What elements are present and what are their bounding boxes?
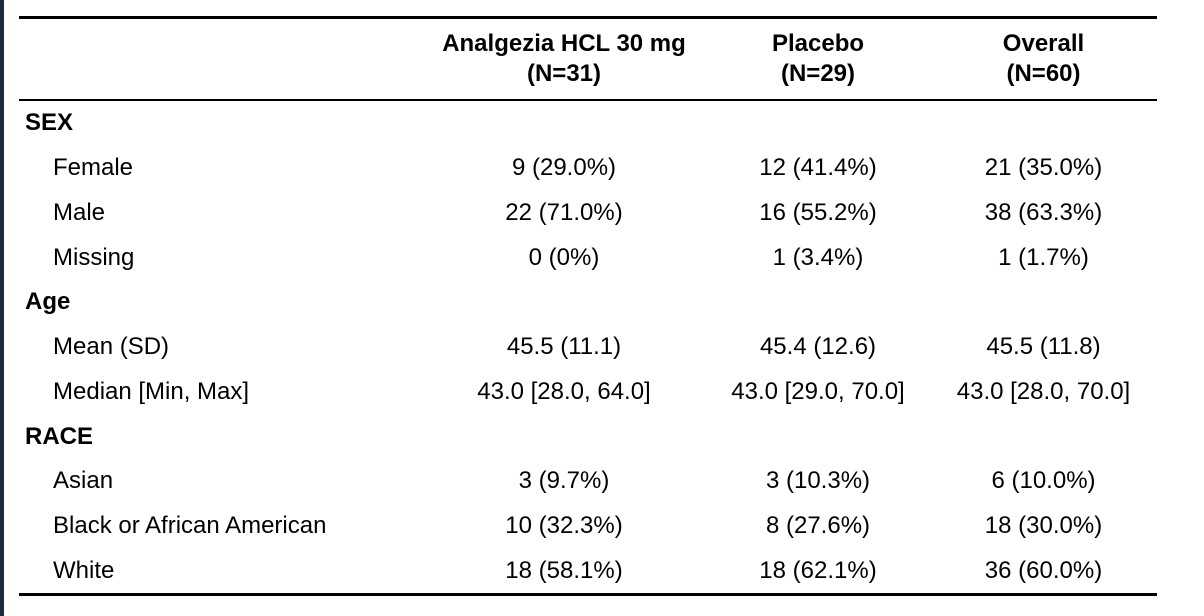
cell-placebo: 18 (62.1%)	[706, 548, 930, 597]
row-label: White	[19, 548, 422, 597]
cell-overall: 38 (63.3%)	[984, 198, 1103, 226]
header-n: (N=31)	[526, 60, 602, 87]
table-row: Asian 3 (9.7%) 3 (10.3%) 6 (10.0%)	[19, 459, 1157, 504]
cell-overall: 18 (30.0%)	[984, 512, 1103, 540]
cell-overall: 1 (1.7%)	[998, 243, 1089, 271]
header-n: (N=60)	[1006, 60, 1081, 87]
cell-placebo: 16 (55.2%)	[759, 198, 877, 226]
cell-placebo: 12 (41.4%)	[759, 154, 877, 182]
section-title: RACE	[25, 422, 94, 450]
row-label: Missing	[53, 243, 135, 271]
section-row-sex: SEX	[19, 100, 1157, 146]
cell-treatment: 9 (29.0%)	[511, 154, 617, 182]
cell-treatment: 22 (71.0%)	[505, 198, 623, 226]
cell-overall: 21 (35.0%)	[984, 154, 1103, 182]
cell-placebo: 8 (27.6%)	[765, 512, 871, 540]
header-cell-placebo: Placebo (N=29)	[706, 16, 930, 101]
row-label: Male	[53, 198, 106, 226]
table-row: Median [Min, Max] 43.0 [28.0, 64.0] 43.0…	[19, 370, 1157, 415]
cell-overall: 43.0 [28.0, 70.0]	[956, 377, 1131, 405]
header-name: Overall	[1002, 30, 1085, 57]
cell-treatment: 18 (58.1%)	[422, 548, 706, 597]
table-row: Missing 0 (0%) 1 (3.4%) 1 (1.7%)	[19, 235, 1157, 280]
table-body: SEX Female 9 (29.0%) 12 (41.4%) 21 (35.0…	[19, 100, 1157, 597]
row-label: Mean (SD)	[53, 333, 170, 361]
table-row: Black or African American 10 (32.3%) 8 (…	[19, 504, 1157, 549]
table-row: Mean (SD) 45.5 (11.1) 45.4 (12.6) 45.5 (…	[19, 325, 1157, 370]
section-row-age: Age	[19, 280, 1157, 325]
section-title: SEX	[25, 109, 74, 137]
cell-placebo: 3 (10.3%)	[765, 467, 871, 495]
header-cell-treatment: Analgezia HCL 30 mg (N=31)	[422, 16, 706, 101]
cell-overall: 6 (10.0%)	[991, 467, 1096, 495]
header-name: Placebo	[771, 30, 865, 57]
table-row: Male 22 (71.0%) 16 (55.2%) 38 (63.3%)	[19, 191, 1157, 236]
header-cell-blank	[19, 16, 422, 101]
section-row-race: RACE	[19, 414, 1157, 459]
cell-treatment: 45.5 (11.1)	[506, 333, 622, 361]
table-row: White 18 (58.1%) 18 (62.1%) 36 (60.0%)	[19, 548, 1157, 597]
cell-treatment: 43.0 [28.0, 64.0]	[477, 377, 651, 405]
window-left-edge	[0, 0, 4, 616]
table-row: Female 9 (29.0%) 12 (41.4%) 21 (35.0%)	[19, 146, 1157, 191]
header-name: Analgezia HCL 30 mg	[442, 30, 686, 57]
demographics-table-container: Analgezia HCL 30 mg (N=31) Placebo (N=29…	[19, 16, 1157, 597]
header-n: (N=29)	[780, 60, 856, 87]
row-label: Female	[53, 154, 134, 182]
cell-treatment: 3 (9.7%)	[518, 467, 610, 495]
section-title: Age	[25, 288, 71, 316]
row-label: Black or African American	[53, 512, 327, 540]
row-label: Asian	[53, 467, 114, 495]
header-row: Analgezia HCL 30 mg (N=31) Placebo (N=29…	[19, 16, 1157, 101]
cell-placebo: 1 (3.4%)	[772, 243, 864, 271]
row-label: Median [Min, Max]	[53, 377, 250, 405]
cell-placebo: 45.4 (12.6)	[759, 333, 877, 361]
cell-placebo: 43.0 [29.0, 70.0]	[731, 377, 905, 405]
cell-treatment: 10 (32.3%)	[505, 512, 623, 540]
demographics-table: Analgezia HCL 30 mg (N=31) Placebo (N=29…	[19, 16, 1157, 597]
header-cell-overall: Overall (N=60)	[930, 16, 1157, 101]
table-header: Analgezia HCL 30 mg (N=31) Placebo (N=29…	[19, 16, 1157, 101]
cell-overall: 45.5 (11.8)	[986, 333, 1101, 361]
cell-treatment: 0 (0%)	[528, 243, 600, 271]
cell-overall: 36 (60.0%)	[930, 548, 1157, 597]
